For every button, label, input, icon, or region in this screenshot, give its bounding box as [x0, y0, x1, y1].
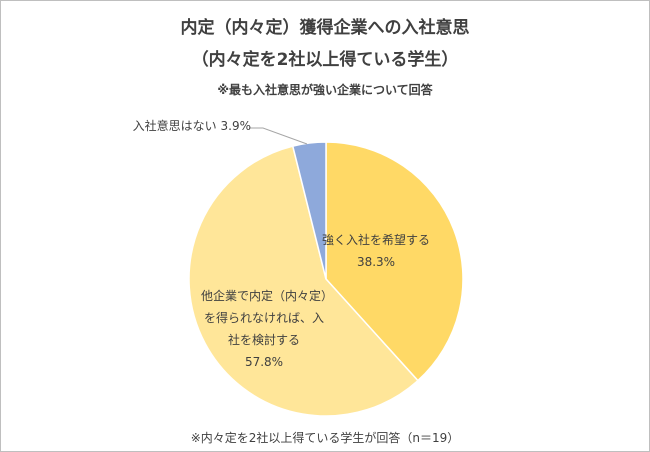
pie-slice	[291, 141, 327, 280]
chart-title: 内定（内々定）獲得企業への入社意思	[180, 18, 470, 38]
value-label: 57.8%	[244, 355, 284, 369]
note-top: ※最も入社意思が強い企業について回答	[217, 83, 433, 97]
slice-label: 入社意思はない 3.9%	[111, 115, 251, 137]
chart-subtitle: （内々定を2社以上得ている学生）	[191, 50, 459, 70]
pie-slice	[325, 141, 464, 382]
slice-label: 強く入社を希望する 38.3%	[321, 229, 431, 273]
value-label: 3.9%	[220, 119, 252, 133]
category-label: 他企業で内定（内々定）を得られなければ、入社を検討する	[200, 289, 327, 347]
pie-slice	[188, 145, 419, 417]
value-label: 38.3%	[356, 255, 396, 269]
category-label: 入社意思はない	[132, 119, 217, 133]
note-bottom: ※内々定を2社以上得ている学生が回答（n＝19）	[190, 431, 460, 445]
category-label: 強く入社を希望する	[321, 233, 430, 247]
leader-line	[249, 127, 308, 145]
slice-label: 他企業で内定（内々定）を得られなければ、入社を検討する 57.8%	[199, 285, 329, 373]
